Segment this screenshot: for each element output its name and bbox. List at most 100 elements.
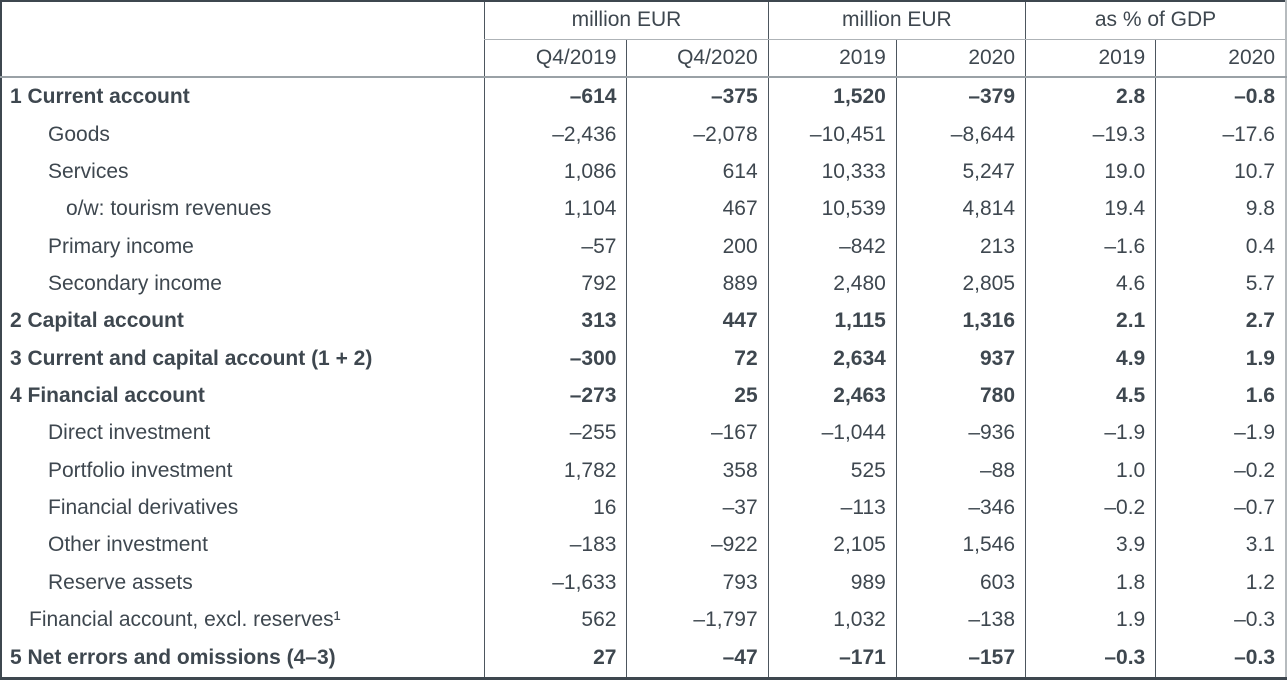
cell-value: 10,539: [767, 190, 897, 228]
column-header: Q4/2019: [484, 39, 627, 78]
row-label: 1 Current account: [10, 84, 190, 108]
row-label: 4 Financial account: [10, 383, 205, 407]
cell-value: –8,644: [895, 115, 1026, 154]
cell-value: –255: [484, 414, 627, 452]
cell-value: –0.3: [1025, 638, 1156, 679]
cell-value: –0.3: [1155, 638, 1286, 679]
column-header: 2019: [767, 39, 897, 78]
row-label: 5 Net errors and omissions (4–3): [10, 645, 336, 669]
cell-value: 10,333: [767, 153, 897, 191]
table-body: 1 Current account –614 –375 1,520 –379 2.8 –0…: [1, 77, 1286, 679]
cell-value: 3.9: [1025, 526, 1156, 565]
table-row: 2 Capital account 313 447 1,115 1,316 2.1 2.7: [1, 302, 1286, 340]
cell-value: –2,078: [626, 115, 769, 154]
cell-value: –0.8: [1155, 77, 1286, 116]
table-row: o/w: tourism revenues 1,104 467 10,539 4,81…: [1, 190, 1286, 228]
table-row: Financial account, excl. reserves¹ 562 –1…: [1, 601, 1286, 639]
row-label: Direct investment: [48, 421, 211, 445]
cell-value: 5.7: [1155, 265, 1286, 303]
cell-value: 0.4: [1155, 227, 1286, 266]
cell-value: –1.6: [1025, 227, 1156, 266]
cell-value: –47: [626, 638, 769, 679]
row-label: 3 Current and capital account (1 + 2): [10, 346, 373, 370]
table-row: 5 Net errors and omissions (4–3) 27 –47 –1…: [1, 638, 1286, 679]
table-row: 3 Current and capital account (1 + 2) –3…: [1, 339, 1286, 378]
cell-value: 780: [895, 377, 1026, 415]
cell-value: –1,633: [484, 564, 627, 602]
cell-value: –1.9: [1025, 414, 1156, 452]
column-header: 2020: [895, 39, 1026, 78]
row-label: Services: [48, 159, 129, 183]
cell-value: 5,247: [895, 153, 1026, 191]
cell-value: 989: [767, 564, 897, 602]
column-group-header: million EUR: [767, 1, 1026, 40]
cell-value: 1.6: [1155, 377, 1286, 415]
cell-value: –0.2: [1155, 452, 1286, 490]
table-row: Financial derivatives 16 –37 –113 –346 –0.2–…: [1, 489, 1286, 527]
cell-value: 2.7: [1155, 302, 1286, 340]
cell-value: 1.9: [1025, 601, 1156, 639]
cell-value: –922: [626, 526, 769, 565]
cell-value: 1,115: [767, 302, 897, 340]
cell-value: 10.7: [1155, 153, 1286, 191]
cell-value: 2.8: [1025, 77, 1156, 116]
cell-value: –2,436: [484, 115, 627, 154]
cell-value: 1.9: [1155, 339, 1286, 378]
row-label: Other investment: [48, 533, 208, 557]
cell-value: 792: [484, 265, 627, 303]
cell-value: 313: [484, 302, 627, 340]
cell-value: –346: [895, 489, 1026, 527]
cell-value: –1,044: [767, 414, 897, 452]
cell-value: –842: [767, 227, 897, 266]
table-row: Portfolio investment 1,782 358 525 –88 1.0 –0…: [1, 452, 1286, 490]
row-label: Financial account, excl. reserves¹: [29, 608, 341, 632]
cell-value: –379: [895, 77, 1026, 116]
column-group-header: as % of GDP: [1025, 1, 1286, 40]
cell-value: –183: [484, 526, 627, 565]
cell-value: 467: [626, 190, 769, 228]
cell-value: –1.9: [1155, 414, 1286, 452]
header-col-row: Q4/2019 Q4/2020 2019 2020 2019 2020: [1, 39, 1286, 78]
cell-value: 603: [895, 564, 1026, 602]
cell-value: 4.9: [1025, 339, 1156, 378]
cell-value: –300: [484, 339, 627, 378]
cell-value: 2,634: [767, 339, 897, 378]
cell-value: 4.6: [1025, 265, 1156, 303]
cell-value: –0.7: [1155, 489, 1286, 527]
cell-value: 25: [626, 377, 769, 415]
cell-value: 358: [626, 452, 769, 490]
cell-value: 27: [484, 638, 627, 679]
row-label: Portfolio investment: [48, 458, 233, 482]
cell-value: –273: [484, 377, 627, 415]
row-label: o/w: tourism revenues: [66, 197, 272, 221]
row-label: Primary income: [48, 234, 194, 258]
table-row: Services 1,086 614 10,333 5,247 19.0 10.7: [1, 153, 1286, 191]
cell-value: 793: [626, 564, 769, 602]
cell-value: –17.6: [1155, 115, 1286, 154]
cell-value: 1,086: [484, 153, 627, 191]
header-group-row: million EUR million EUR as % of GDP: [1, 1, 1286, 78]
cell-value: –37: [626, 489, 769, 527]
cell-value: 889: [626, 265, 769, 303]
cell-value: –936: [895, 414, 1026, 452]
row-label: Goods: [48, 122, 110, 146]
row-label: Financial derivatives: [48, 496, 239, 520]
cell-value: –0.3: [1155, 601, 1286, 639]
cell-value: 1,104: [484, 190, 627, 228]
table-row: Goods –2,436 –2,078 –10,451 –8,644 –19.3 –17.…: [1, 115, 1286, 154]
table-header: million EUR million EUR as % of GDP Q4/201…: [1, 1, 1286, 78]
cell-value: –157: [895, 638, 1026, 679]
cell-value: 614: [626, 153, 769, 191]
cell-value: 562: [484, 601, 627, 639]
column-header: Q4/2020: [626, 39, 769, 78]
column-group-header: million EUR: [484, 1, 769, 40]
cell-value: –113: [767, 489, 897, 527]
table-row: Reserve assets –1,633 793 989 603 1.8 1.2: [1, 564, 1286, 602]
cell-value: 2,480: [767, 265, 897, 303]
cell-value: 4.5: [1025, 377, 1156, 415]
cell-value: 213: [895, 227, 1026, 266]
table-row: Other investment –183 –922 2,105 1,546 3.9 3.…: [1, 526, 1286, 565]
cell-value: 1.8: [1025, 564, 1156, 602]
column-header: 2020: [1155, 39, 1286, 78]
